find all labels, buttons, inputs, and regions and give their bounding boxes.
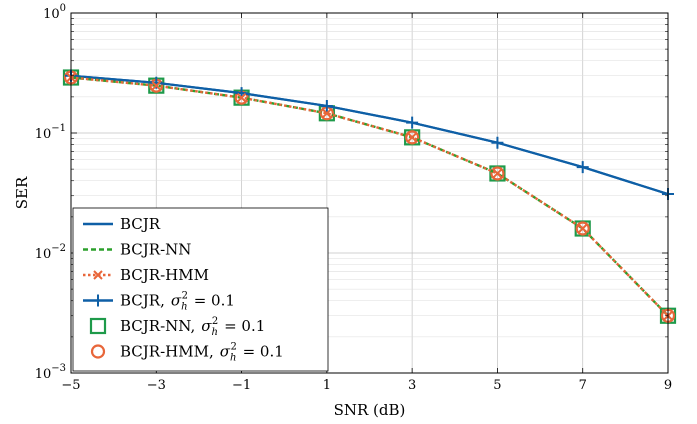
legend-label: BCJR-NN, σh2 = 0.1 [120,316,265,338]
data-point [236,92,247,103]
x-tick-label: 5 [493,378,501,393]
legend: BCJR BCJR-NN BCJR-HMM BCJR, σh2 = 0.1 BCJR-NN… [72,207,329,372]
series-line [70,74,669,196]
axis-ticks: −5 −3 −1 1 3 5 7 9 10−3 10−2 10−1 100 [35,3,672,393]
x-tick-label: −3 [147,378,166,393]
legend-label: BCJR-NN [120,241,191,259]
data-point [405,130,420,145]
data-point [578,223,588,234]
legend-entry: BCJR-HMM [83,266,209,284]
y-tick-label: 10−1 [35,123,66,142]
plot-series [62,69,677,324]
x-tick-label: −5 [61,378,80,393]
x-tick-label: 3 [408,378,416,393]
y-tick-label: 10−2 [35,243,66,262]
data-point [406,116,419,129]
data-point [575,221,590,236]
legend-label: BCJR [120,215,161,233]
legend-swatch-marker [90,344,106,359]
y-axis-label: SER [13,176,31,209]
y-tick-label: 10−3 [35,363,66,382]
x-tick-label: 1 [323,378,331,393]
legend-label: BCJR-HMM [120,266,209,284]
legend-entry: BCJR [83,215,161,233]
x-axis-label: SNR (dB) [334,401,406,419]
legend-swatch-marker [89,317,107,335]
series-line [70,76,669,317]
legend-swatch-marker [93,270,103,280]
data-point [492,168,503,179]
data-point [322,108,332,118]
legend-entry: BCJR-NN, σh2 = 0.1 [89,316,265,338]
legend-swatch-marker [92,294,104,307]
legend-entry: BCJR-NN [83,241,191,259]
data-point [320,99,333,112]
legend-entry: BCJR-HMM, σh2 = 0.1 [90,342,284,364]
data-point [407,132,417,143]
legend-label: BCJR-HMM, σh2 = 0.1 [120,342,284,364]
data-point [490,166,505,181]
legend-entry: BCJR, σh2 = 0.1 [83,291,235,313]
x-tick-label: −1 [232,378,251,393]
x-tick-label: 7 [579,378,587,393]
x-tick-label: 9 [664,378,672,393]
data-point [576,161,589,174]
y-tick-label: 100 [43,3,66,22]
legend-box [72,207,329,372]
legend-label: BCJR, σh2 = 0.1 [120,291,235,313]
data-point [491,136,504,149]
data-point [151,80,161,91]
plot-frame [70,12,669,374]
